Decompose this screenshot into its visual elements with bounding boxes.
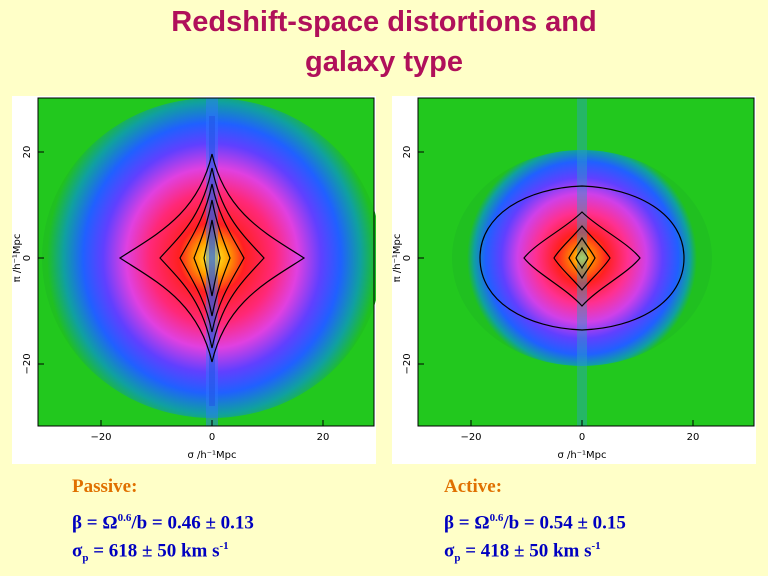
active-beta-equation: β = Ω0.6/b = 0.54 ± 0.15 [444, 512, 626, 534]
y-axis-label: π /h⁻¹Mpc [392, 234, 403, 283]
active-correlation-panel: −20 0 20 σ /h⁻¹Mpc 20 0 −20 π /h⁻¹Mpc [392, 96, 756, 464]
x-tick-20: 20 [687, 432, 700, 443]
y-axis-label: π /h⁻¹Mpc [12, 234, 23, 283]
x-axis-label: σ /h⁻¹Mpc [558, 450, 607, 461]
slide-title-line2: galaxy type [305, 46, 463, 78]
x-tick-20: 20 [317, 432, 330, 443]
y-tick-20: 20 [22, 146, 33, 159]
x-tick-neg20: −20 [90, 432, 111, 443]
passive-sigma-equation: σp = 618 ± 50 km s-1 [72, 540, 229, 565]
active-sigma-equation: σp = 418 ± 50 km s-1 [444, 540, 601, 565]
active-heading: Active: [444, 476, 503, 497]
x-tick-0: 0 [209, 432, 215, 443]
active-contours [479, 185, 685, 331]
passive-contours [118, 153, 306, 363]
y-tick-neg20: −20 [402, 353, 413, 374]
y-tick-0: 0 [22, 255, 33, 261]
x-axis-label: σ /h⁻¹Mpc [188, 450, 237, 461]
y-tick-20: 20 [402, 146, 413, 159]
y-tick-0: 0 [402, 255, 413, 261]
passive-beta-equation: β = Ω0.6/b = 0.46 ± 0.13 [72, 512, 254, 534]
x-tick-0: 0 [579, 432, 585, 443]
y-tick-neg20: −20 [22, 353, 33, 374]
x-tick-neg20: −20 [460, 432, 481, 443]
passive-heading: Passive: [72, 476, 138, 497]
passive-correlation-panel: −20 0 20 σ /h⁻¹Mpc 20 0 −20 π /h⁻¹Mpc [12, 96, 376, 464]
slide-title-line1: Redshift-space distortions and [171, 6, 597, 38]
